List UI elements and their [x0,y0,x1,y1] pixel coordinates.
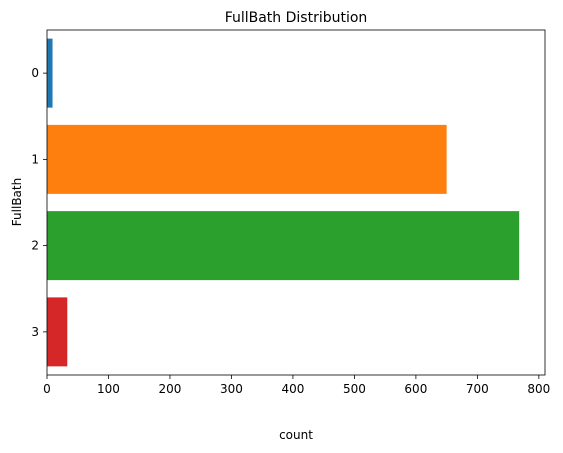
chart-title: FullBath Distribution [225,10,368,26]
y-tick-label: 3 [31,325,39,339]
y-tick-label: 0 [31,66,39,80]
bar-3 [47,297,68,367]
x-tick-label: 200 [159,382,182,396]
x-tick-label: 400 [281,382,304,396]
bar-2 [47,211,520,281]
x-tick-label: 300 [220,382,243,396]
x-tick-label: 500 [343,382,366,396]
bar-1 [47,124,447,194]
x-tick-label: 100 [97,382,120,396]
y-tick-label: 1 [31,152,39,166]
x-tick-label: 0 [43,382,51,396]
bars-group [47,38,520,367]
x-axis-title: count [279,428,313,442]
y-axis-title: FullBath [10,178,24,226]
x-axis-ticks: 0 100 200 300 400 500 600 700 800 [43,375,550,396]
y-tick-label: 2 [31,239,39,253]
x-tick-label: 700 [466,382,489,396]
y-axis-ticks: 0 1 2 3 [31,66,47,339]
plot-frame [46,29,546,376]
x-tick-label: 600 [404,382,427,396]
bar-0 [47,38,53,108]
x-tick-label: 800 [527,382,550,396]
